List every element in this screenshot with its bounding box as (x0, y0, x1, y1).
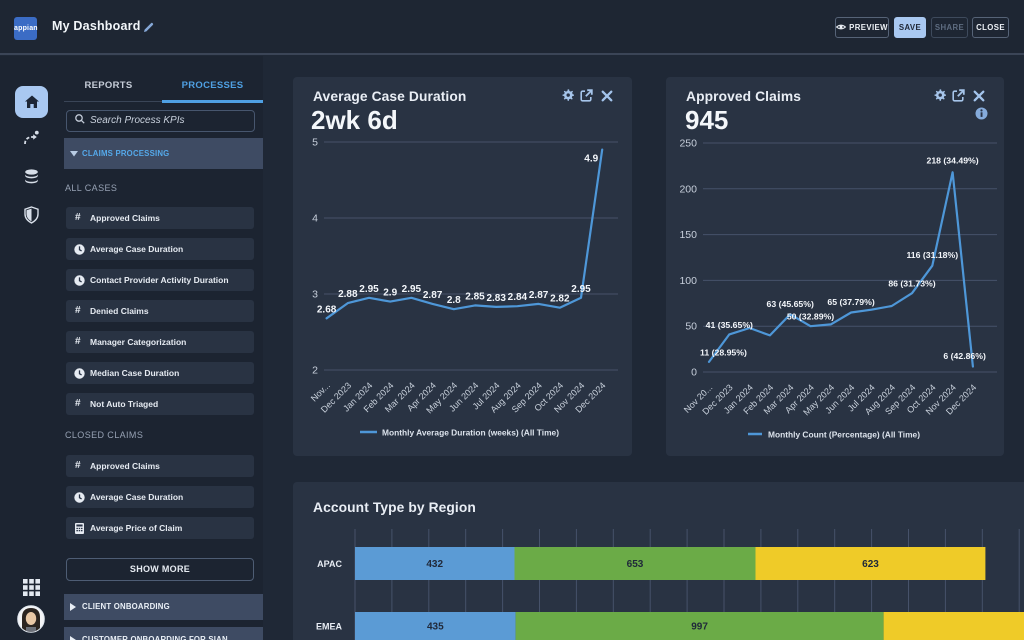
svg-text:997: 997 (691, 622, 708, 633)
svg-text:63 (45.65%): 63 (45.65%) (767, 299, 814, 309)
svg-text:6 (42.86%): 6 (42.86%) (943, 351, 986, 361)
svg-text:100: 100 (679, 275, 697, 287)
svg-text:2: 2 (312, 365, 318, 377)
svg-text:3: 3 (312, 289, 318, 301)
svg-text:218 (34.49%): 218 (34.49%) (927, 155, 979, 165)
svg-text:200: 200 (679, 183, 697, 195)
svg-text:4: 4 (312, 213, 318, 225)
svg-text:2.83: 2.83 (486, 293, 506, 304)
svg-text:2.85: 2.85 (465, 291, 485, 302)
svg-text:116 (31.18%): 116 (31.18%) (906, 250, 958, 260)
svg-text:41 (35.65%): 41 (35.65%) (706, 320, 753, 330)
svg-text:11 (28.95%): 11 (28.95%) (700, 347, 747, 357)
svg-text:435: 435 (427, 622, 444, 633)
svg-text:2.95: 2.95 (359, 284, 379, 295)
svg-text:APAC: APAC (317, 559, 342, 569)
svg-text:65 (37.79%): 65 (37.79%) (827, 297, 874, 307)
svg-text:Monthly Count (Percentage) (Al: Monthly Count (Percentage) (All Time) (768, 430, 920, 440)
svg-text:50: 50 (685, 321, 697, 333)
svg-text:432: 432 (426, 559, 443, 570)
svg-text:50 (32.89%): 50 (32.89%) (787, 312, 834, 322)
svg-text:86 (31.73%): 86 (31.73%) (888, 279, 935, 289)
svg-text:2.84: 2.84 (508, 292, 528, 303)
svg-text:653: 653 (627, 559, 644, 570)
svg-text:2.88: 2.88 (338, 289, 358, 300)
svg-text:250: 250 (679, 138, 697, 150)
svg-text:2.9: 2.9 (383, 288, 397, 299)
svg-text:2.68: 2.68 (317, 304, 337, 315)
svg-text:2.95: 2.95 (402, 284, 422, 295)
svg-text:EMEA: EMEA (316, 622, 343, 632)
svg-text:2.82: 2.82 (550, 294, 570, 305)
svg-text:150: 150 (679, 229, 697, 241)
svg-text:2.87: 2.87 (529, 290, 549, 301)
svg-text:0: 0 (691, 367, 697, 379)
svg-text:4.9: 4.9 (584, 154, 598, 165)
svg-text:5: 5 (312, 137, 318, 149)
svg-text:623: 623 (862, 559, 879, 570)
svg-text:2.8: 2.8 (447, 295, 461, 306)
svg-text:2.95: 2.95 (571, 284, 591, 295)
svg-text:2.87: 2.87 (423, 290, 443, 301)
svg-text:Monthly Average Duration (week: Monthly Average Duration (weeks) (All Ti… (382, 428, 559, 438)
